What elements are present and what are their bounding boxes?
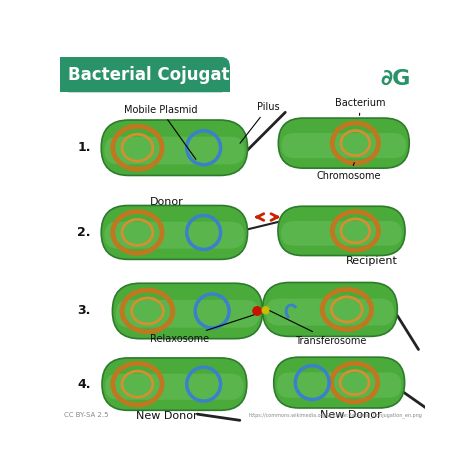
Bar	[61, 57, 220, 92]
FancyBboxPatch shape	[61, 57, 230, 92]
Text: https://commons.wikimedia.org/wiki/File:Bacterial_Conjugation_en.png: https://commons.wikimedia.org/wiki/File:…	[248, 412, 422, 418]
FancyBboxPatch shape	[273, 357, 405, 408]
Text: 1.: 1.	[77, 141, 91, 154]
Text: CC BY-SA 2.5: CC BY-SA 2.5	[64, 412, 108, 418]
FancyBboxPatch shape	[282, 133, 406, 158]
Text: New Donor: New Donor	[320, 410, 382, 419]
FancyBboxPatch shape	[104, 137, 245, 164]
FancyBboxPatch shape	[265, 299, 394, 326]
Text: Bacterium: Bacterium	[336, 98, 386, 115]
Text: Relaxosome: Relaxosome	[150, 315, 254, 344]
Text: 4.: 4.	[77, 378, 91, 391]
Text: Transferosome: Transferosome	[270, 310, 367, 346]
FancyBboxPatch shape	[101, 206, 247, 259]
Circle shape	[253, 307, 261, 315]
Bar	[61, 66, 230, 92]
Circle shape	[262, 307, 269, 314]
Text: Chromosome: Chromosome	[317, 163, 382, 181]
Text: Mobile Plasmid: Mobile Plasmid	[124, 105, 197, 159]
FancyBboxPatch shape	[278, 118, 409, 168]
Text: New Donor: New Donor	[136, 411, 198, 421]
Text: 2.: 2.	[77, 226, 91, 239]
Text: 3.: 3.	[77, 304, 91, 318]
Text: ∂G: ∂G	[380, 68, 410, 89]
FancyBboxPatch shape	[281, 221, 402, 246]
FancyBboxPatch shape	[116, 300, 259, 328]
FancyBboxPatch shape	[278, 206, 405, 255]
Text: Donor: Donor	[150, 197, 183, 207]
FancyBboxPatch shape	[263, 283, 397, 337]
Text: Pilus: Pilus	[240, 102, 279, 143]
FancyBboxPatch shape	[101, 120, 247, 175]
Text: Bacterial Cojugation: Bacterial Cojugation	[68, 65, 258, 83]
FancyBboxPatch shape	[112, 283, 263, 339]
FancyBboxPatch shape	[102, 358, 247, 410]
FancyBboxPatch shape	[105, 374, 244, 400]
Text: Recipient: Recipient	[346, 255, 398, 265]
FancyBboxPatch shape	[277, 373, 401, 398]
FancyBboxPatch shape	[104, 222, 245, 248]
